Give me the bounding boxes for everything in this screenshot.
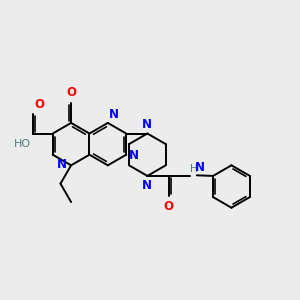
Text: O: O [164, 200, 174, 213]
Text: N: N [195, 161, 205, 174]
Text: N: N [142, 179, 152, 192]
Text: N: N [129, 149, 139, 162]
Text: H: H [190, 164, 198, 174]
Text: N: N [142, 118, 152, 130]
Text: N: N [57, 158, 67, 171]
Text: O: O [66, 86, 76, 99]
Text: HO: HO [14, 140, 31, 149]
Text: N: N [109, 108, 119, 121]
Text: O: O [34, 98, 44, 112]
